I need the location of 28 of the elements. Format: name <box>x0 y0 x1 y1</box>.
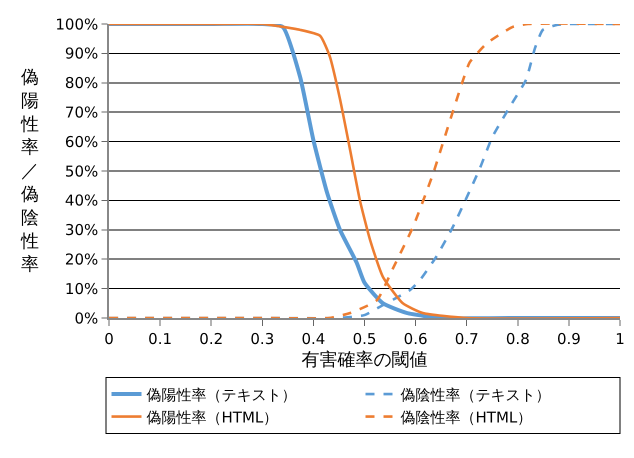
y-tick-label: 50% <box>64 162 98 180</box>
legend-label: 偽陰性率（テキスト） <box>400 386 550 404</box>
x-tick-label: 0.9 <box>556 330 581 348</box>
y-tick-label: 20% <box>64 250 98 268</box>
legend-label: 偽陽性率（テキスト） <box>146 386 296 404</box>
x-tick-label: 0.2 <box>199 330 224 348</box>
y-tick-label: 100% <box>55 15 98 34</box>
y-tick-label: 30% <box>64 221 98 240</box>
y-tick-label: 60% <box>64 132 98 151</box>
y-tick-label: 0% <box>74 309 98 328</box>
text: 偽陽性率／偽陰性率 <box>21 67 39 276</box>
x-tick-label: 0 <box>104 330 114 348</box>
x-tick-label: 0.3 <box>250 330 274 348</box>
y-tick-label: 80% <box>64 74 98 92</box>
x-axis-title: 有害確率の閾値 <box>302 349 428 370</box>
x-tick-label: 0.5 <box>352 330 376 348</box>
y-tick-label: 40% <box>64 192 98 210</box>
x-tick-label: 1 <box>615 330 625 348</box>
y-tick-label: 10% <box>64 280 98 298</box>
x-tick-label: 0.6 <box>404 330 428 348</box>
legend-label: 偽陰性率（HTML） <box>400 408 532 426</box>
y-tick-label: 90% <box>64 44 98 63</box>
y-tick-label: 70% <box>64 103 98 122</box>
legend-label: 偽陽性率（HTML） <box>146 408 278 426</box>
x-tick-label: 0.1 <box>148 330 172 348</box>
x-tick-label: 0.7 <box>454 330 479 348</box>
x-tick-label: 0.8 <box>506 330 530 348</box>
x-tick-label: 0.4 <box>301 330 326 348</box>
